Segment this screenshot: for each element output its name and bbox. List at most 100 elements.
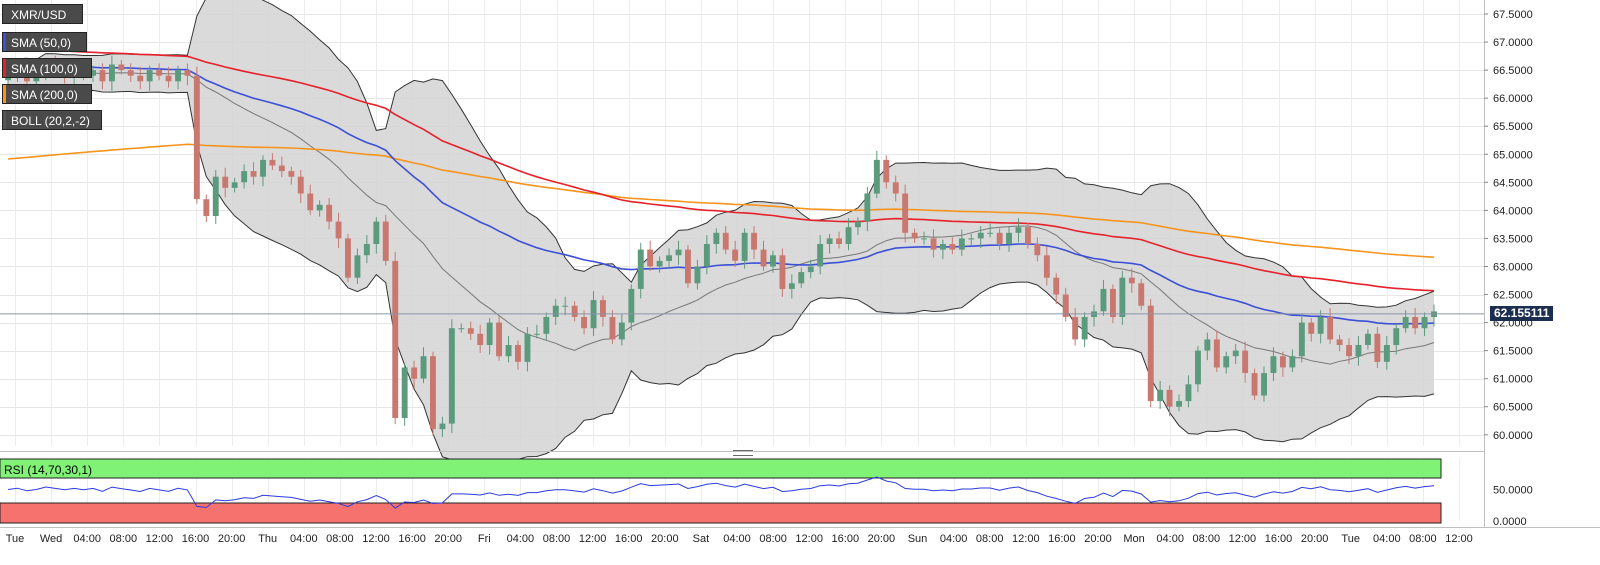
candle: [363, 244, 370, 256]
candle: [458, 328, 465, 330]
candle: [770, 255, 776, 267]
candle: [439, 423, 446, 430]
rsi-line: [7, 476, 1435, 509]
candle: [241, 171, 248, 183]
x-tick-label: 08:00: [976, 533, 1004, 545]
candle: [1176, 401, 1182, 407]
candle: [1128, 277, 1135, 284]
sma-50-legend[interactable]: SMA (50,0): [2, 32, 87, 52]
candle: [467, 328, 474, 334]
candle: [1119, 277, 1126, 317]
x-tick-label: Fri: [478, 533, 491, 545]
x-tick-label: 20:00: [218, 533, 246, 545]
candle: [666, 255, 672, 261]
boll-swatch: [3, 111, 6, 129]
candle: [1280, 356, 1286, 368]
y-tick-label: 67.5000: [1493, 9, 1533, 21]
sma-100-swatch: [3, 59, 6, 77]
candle: [1317, 317, 1324, 334]
candle: [1100, 288, 1107, 312]
candle: [618, 322, 625, 340]
candle: [987, 232, 994, 234]
candle: [99, 70, 106, 82]
candle: [581, 317, 587, 329]
candle: [788, 283, 795, 289]
candle: [515, 345, 521, 362]
candle: [326, 204, 333, 222]
candle: [902, 193, 909, 233]
candle: [722, 232, 729, 250]
candle: [307, 193, 314, 211]
x-tick-label: 04:00: [1373, 533, 1401, 545]
candle: [1195, 350, 1201, 385]
candle: [231, 182, 238, 188]
x-tick-label: 12:00: [795, 533, 823, 545]
candle: [911, 232, 918, 239]
candle: [278, 165, 285, 172]
x-tick-label: Sun: [908, 533, 928, 545]
candle: [1015, 227, 1022, 233]
x-tick-label: Tue: [6, 533, 25, 545]
y-tick-label: 60.0000: [1493, 430, 1533, 442]
x-tick-label: Wed: [40, 533, 62, 545]
candle: [968, 238, 975, 240]
candle: [505, 345, 512, 357]
candle: [873, 159, 880, 194]
y-tick-label: 60.5000: [1493, 402, 1533, 414]
candle: [533, 333, 540, 335]
sma-100-legend[interactable]: SMA (100,0): [2, 58, 92, 78]
bollinger-lower: [7, 83, 1435, 464]
candle: [817, 244, 824, 267]
candle: [109, 64, 115, 82]
x-tick-label: 16:00: [832, 533, 860, 545]
candle: [260, 159, 266, 177]
candle: [921, 238, 927, 240]
candle: [855, 221, 861, 228]
candle: [1062, 294, 1069, 317]
candle: [288, 171, 295, 177]
x-tick-label: 04:00: [507, 533, 535, 545]
candle: [1261, 373, 1267, 396]
boll-legend[interactable]: BOLL (20,2,-2): [2, 110, 102, 130]
candle: [628, 288, 635, 323]
candle: [609, 317, 616, 340]
candle: [496, 322, 502, 357]
candle: [996, 232, 1003, 244]
x-tick-label: 04:00: [723, 533, 751, 545]
candle: [137, 75, 144, 82]
y-tick-label: 62.5000: [1493, 290, 1533, 302]
candle: [1374, 333, 1381, 362]
x-tick-label: 20:00: [651, 533, 679, 545]
rsi-overbought-zone: [0, 458, 1442, 479]
x-tick-label: 16:00: [182, 533, 210, 545]
candle: [977, 232, 984, 239]
candle: [949, 244, 956, 250]
candle: [90, 70, 96, 76]
x-tick-label: 20:00: [1301, 533, 1329, 545]
x-tick-label: 20:00: [434, 533, 462, 545]
x-tick-label: 04:00: [940, 533, 968, 545]
candle: [184, 70, 191, 76]
x-tick-label: 20:00: [1084, 533, 1112, 545]
x-tick-label: 04:00: [290, 533, 318, 545]
candle: [958, 238, 965, 250]
y-tick-label: 66.0000: [1493, 93, 1533, 105]
candle: [836, 238, 842, 244]
current-price-tag: 62.155111: [1490, 306, 1554, 322]
candle: [316, 204, 323, 211]
candle: [779, 255, 786, 289]
candle: [1327, 317, 1334, 340]
candle: [1034, 244, 1041, 256]
pane-resize-handle[interactable]: [733, 450, 753, 456]
candle: [486, 322, 493, 345]
candle: [1270, 356, 1277, 373]
candle: [647, 249, 654, 267]
candle: [741, 232, 748, 261]
candle: [1185, 384, 1192, 402]
candle: [1110, 288, 1116, 317]
candle: [751, 232, 757, 250]
x-tick-label: 12:00: [1445, 533, 1473, 545]
sma-200-legend[interactable]: SMA (200,0): [2, 84, 92, 104]
